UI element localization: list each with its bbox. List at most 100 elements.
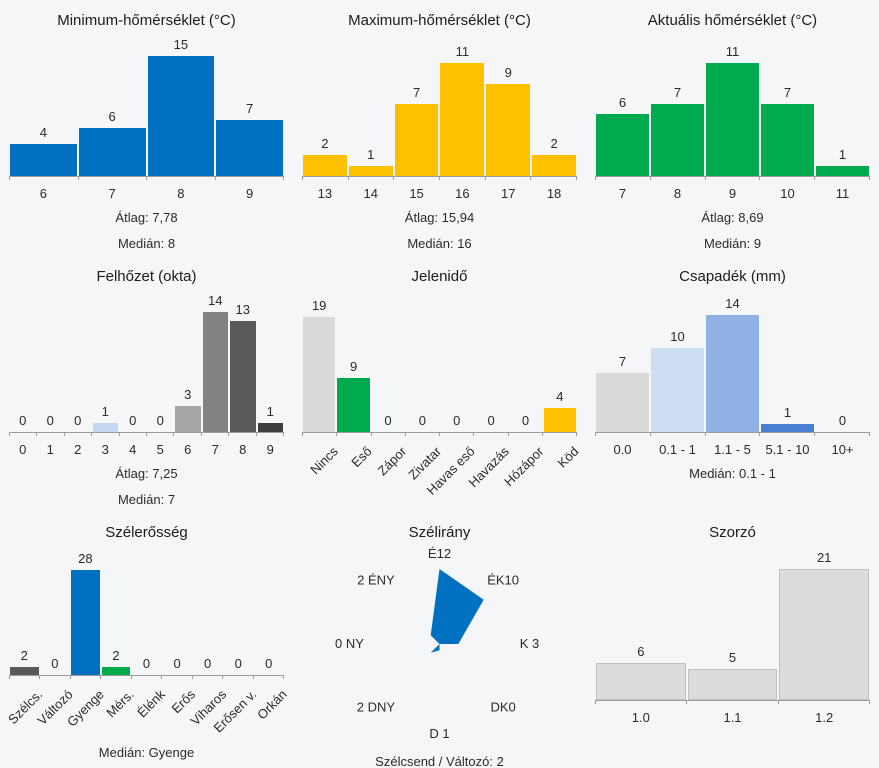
- bar: [257, 423, 283, 432]
- axis-tick: [65, 433, 93, 436]
- x-tick-label: 6: [174, 436, 202, 458]
- x-tick-label: 8: [650, 180, 705, 202]
- x-tick-label: Erősen v.: [211, 679, 260, 737]
- x-tick-label-text: 10: [780, 186, 795, 201]
- axis-tick: [101, 676, 132, 679]
- wind-direction-label: 2 ÉNY: [357, 572, 395, 587]
- bar: [596, 373, 649, 432]
- x-tick-label-text: 11: [835, 186, 850, 201]
- chart-wind-direction: Szélirány É12 ÉK10 K 3 DK0 D 1 2 DNY 0 NY 2 ÉNY S…: [293, 512, 586, 768]
- x-tick-label-text: 0.1 - 1: [659, 442, 696, 457]
- x-tick-label-text: 16: [455, 186, 470, 201]
- wind-direction-label: 2 DNY: [357, 700, 396, 715]
- x-tick-label-text: 5.1 - 10: [765, 442, 810, 457]
- x-tick-label: Köd: [543, 436, 581, 494]
- x-tick-label: 10+: [815, 436, 870, 458]
- x-tick-labels: 6 7 8 9: [9, 180, 284, 202]
- bar-value-label: 1: [266, 404, 274, 419]
- wind-rose: É12 ÉK10 K 3 DK0 D 1 2 DNY 0 NY 2 ÉNY: [335, 546, 539, 741]
- x-tick-label: 9: [257, 436, 285, 458]
- bar-value-label: 1: [101, 404, 109, 419]
- axis-tick: [760, 177, 816, 180]
- bar-value-label: 11: [455, 44, 470, 59]
- bar: [92, 423, 118, 432]
- bar-cell: 6: [595, 644, 687, 700]
- bar-cell: 7: [595, 354, 650, 432]
- bar: [761, 424, 814, 432]
- axis-tick: [71, 676, 102, 679]
- x-axis: [595, 176, 870, 180]
- x-tick-label: Gyenge: [64, 679, 107, 737]
- bar: [147, 56, 215, 176]
- axis-tick: [543, 433, 577, 436]
- axis-tick: [760, 433, 816, 436]
- x-tick-label-text: 17: [500, 186, 516, 201]
- bar-value-label: 0: [129, 413, 137, 428]
- bar-value-label: 0: [51, 656, 59, 671]
- bar: [78, 128, 146, 176]
- x-tick-label: Zápor: [371, 436, 410, 494]
- axis-tick: [440, 433, 475, 436]
- bar-cell: 0: [371, 413, 405, 432]
- bar: [348, 166, 393, 176]
- x-tick-label-text: 7: [618, 186, 627, 201]
- bar: [394, 104, 439, 176]
- bar-value-label: 0: [453, 413, 461, 428]
- bar-cell: 7: [650, 85, 705, 176]
- axis-tick: [147, 177, 216, 180]
- bar: [71, 570, 100, 675]
- bar: [596, 114, 649, 176]
- x-tick-label-text: 1.2: [815, 710, 834, 725]
- x-tick-label: 7: [202, 436, 230, 458]
- x-tick-label: 8: [229, 436, 257, 458]
- x-tick-label-text: 8: [673, 186, 682, 201]
- bar-cell: 11: [439, 44, 485, 176]
- bar: [440, 63, 485, 176]
- x-tick-label: 1: [37, 436, 65, 458]
- x-tick-label-text: 5: [156, 442, 164, 457]
- axis-tick: [531, 177, 578, 180]
- bar-cell: 0: [192, 656, 223, 675]
- bar-cell: 1: [92, 404, 120, 432]
- bar-value-label: 1: [838, 147, 847, 162]
- x-tick-label: Orkán: [254, 679, 290, 737]
- x-tick-label-text: 6: [184, 442, 192, 457]
- x-tick-label: 2: [64, 436, 92, 458]
- chart-precipitation: Csapadék (mm) 7 10 14 1 0 0.0 0.1 - 1 1.1 - 5 5.1…: [586, 256, 879, 512]
- bar-value-label: 0: [74, 413, 82, 428]
- bar: [779, 569, 870, 700]
- chart-title: Jelenidő: [411, 268, 468, 285]
- plot-area: 19 9 0 0 0 0 0 4: [302, 290, 577, 432]
- bar-value-label: 7: [783, 85, 792, 100]
- bar-cell: 0: [131, 656, 162, 675]
- bar-value-label: 4: [556, 389, 564, 404]
- x-axis: [595, 432, 870, 436]
- x-axis: [9, 432, 285, 436]
- x-axis: [9, 176, 284, 180]
- bar-value-label: 0: [418, 413, 426, 428]
- bar-value-label: 19: [311, 298, 327, 313]
- bar-value-label: 0: [204, 656, 212, 671]
- bar-cell: 0: [147, 413, 175, 432]
- bar-value-label: 0: [142, 656, 151, 671]
- bar: [175, 406, 201, 432]
- bar: [303, 155, 347, 176]
- x-tick-label: 7: [78, 180, 147, 202]
- bar-value-label: 15: [173, 37, 189, 52]
- axis-tick: [440, 177, 486, 180]
- axis-tick: [372, 433, 406, 436]
- x-tick-label-text: 15: [409, 186, 424, 201]
- x-tick-label: 0.0: [595, 436, 650, 458]
- x-tick-label-text: 14: [363, 186, 378, 201]
- bar-cell: 14: [705, 296, 760, 432]
- stat-line: Átlag: 7,25: [115, 466, 178, 481]
- bar: [651, 104, 704, 176]
- wind-direction-label: D 1: [429, 726, 449, 741]
- x-tick-label-text: 9: [246, 186, 254, 201]
- bar-value-label: 1: [783, 405, 792, 420]
- axis-tick: [79, 177, 147, 180]
- bar-cell: 0: [119, 413, 147, 432]
- bar: [596, 663, 686, 700]
- x-tick-label: 4: [119, 436, 147, 458]
